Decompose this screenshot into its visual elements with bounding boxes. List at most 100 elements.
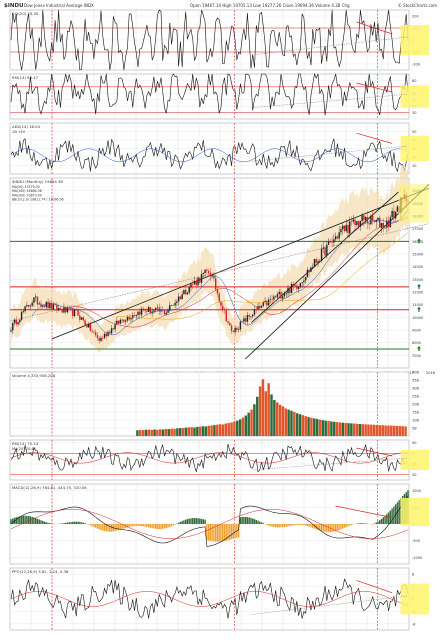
- volume-panel-volume-bar: [213, 425, 216, 436]
- price-panel-tick-label: 17000: [412, 227, 423, 231]
- macd-panel-histogram-bar: [20, 515, 23, 524]
- macd-panel-histogram-bar: [72, 521, 74, 524]
- price-panel-candle-body: [350, 221, 353, 223]
- volume-panel-volume-bar: [184, 427, 188, 436]
- price-panel-candle-body: [45, 301, 47, 308]
- volume-panel-volume-bar: [401, 426, 404, 436]
- volume-panel-volume-bar: [164, 428, 168, 436]
- volume-panel-tick-label: 5B: [412, 427, 417, 431]
- cci-panel-tick-label: 200: [412, 15, 419, 19]
- macd-panel-histogram-bar: [259, 521, 261, 524]
- macd-panel-histogram-bar: [91, 524, 93, 527]
- price-panel-candle-body: [387, 220, 390, 228]
- price-panel-candle-body: [396, 206, 399, 212]
- price-panel-tick-label: 14000: [412, 265, 423, 269]
- macd-panel-histogram-bar: [248, 517, 250, 524]
- price-panel-highlight-box: [398, 184, 429, 223]
- price-panel-candle-body: [202, 273, 205, 275]
- macd-panel-histogram-bar: [338, 524, 340, 531]
- volume-panel-volume-bar: [187, 427, 190, 436]
- price-panel-candle-body: [347, 224, 349, 234]
- price-panel-candle-body: [114, 324, 116, 330]
- volume-panel-volume-bar: [236, 420, 239, 436]
- price-panel-candle-body: [364, 216, 367, 221]
- price-panel-candle-body: [121, 319, 123, 321]
- price-panel-candle-body: [338, 232, 340, 239]
- price-panel-candle-body: [24, 306, 26, 312]
- price-panel-candle-body: [391, 210, 393, 218]
- price-panel-candle-body: [31, 302, 33, 306]
- macd-panel-histogram-bar: [232, 524, 235, 539]
- macd-panel-histogram-bar: [340, 524, 342, 530]
- macd-panel-histogram-bar: [12, 518, 14, 524]
- price-panel-tick-label: 11000: [412, 303, 423, 307]
- price-panel-candle-body: [73, 309, 76, 317]
- macd-panel-histogram-bar: [387, 512, 390, 524]
- price-panel-tick-label: 13000: [412, 278, 423, 282]
- adx-panel-divergence-line: [356, 132, 393, 144]
- price-panel-candle-body: [370, 215, 372, 225]
- macd-panel-histogram-bar: [276, 524, 279, 528]
- price-panel-candle-body: [345, 224, 347, 232]
- price-panel-candle-body: [244, 318, 247, 322]
- price-panel-candle-body: [105, 333, 107, 337]
- price-panel-tick-label: 10000: [412, 316, 423, 320]
- macd-panel-histogram-bar: [87, 524, 90, 525]
- volume-panel-volume-bar: [384, 425, 387, 436]
- macd-panel-histogram-bar: [200, 518, 203, 524]
- volume-panel-volume-bar: [350, 423, 353, 436]
- macd-panel-histogram-bar: [153, 524, 155, 529]
- macd-panel-histogram-bar: [331, 524, 333, 532]
- macd-panel-histogram-bar: [333, 524, 335, 532]
- price-panel-candle-body: [359, 220, 362, 227]
- price-panel-candle-body: [273, 296, 275, 300]
- volume-panel-volume-bar: [264, 391, 268, 436]
- price-panel-candle-body: [340, 229, 342, 233]
- price-panel-long-trendline: [9, 223, 430, 322]
- price-panel-candle-body: [135, 315, 137, 316]
- price-panel-title: $INDU (Monthly) 19694.36: [12, 179, 63, 184]
- price-panel-candle-body: [297, 286, 300, 289]
- price-panel-candle-body: [299, 283, 302, 287]
- price-panel-candle-body: [80, 317, 83, 320]
- adx-panel-title: ADX(14) 16.04: [12, 124, 41, 129]
- price-panel-candle-body: [289, 287, 291, 293]
- rsi-top-panel-highlight-box: [400, 85, 429, 108]
- volume-panel-volume-bar: [364, 424, 367, 436]
- price-panel-candle-body: [27, 305, 30, 307]
- price-panel-candle-body: [269, 299, 272, 300]
- macd-panel-histogram-bar: [117, 524, 120, 531]
- price-panel-candle-body: [22, 311, 25, 313]
- macd-panel-histogram-bar: [243, 516, 245, 524]
- macd-panel-histogram-bar: [384, 515, 386, 524]
- price-panel-candle-body: [324, 247, 326, 256]
- adx-panel-trendline: [251, 145, 407, 162]
- macd-panel-histogram-bar: [253, 519, 256, 524]
- price-panel-candle-body: [227, 321, 229, 323]
- ppo-panel-series-line: [10, 578, 409, 619]
- macd-panel-histogram-bar: [308, 524, 310, 527]
- adx-panel-legend: -DI +DI: [12, 130, 25, 134]
- price-panel-candle-body: [377, 217, 379, 221]
- macd-panel-histogram-bar: [172, 524, 175, 526]
- volume-panel-volume-bar: [216, 424, 219, 436]
- price-panel-candle-body: [260, 305, 263, 308]
- price-panel-candle-body: [192, 284, 194, 285]
- price-panel-candle-body: [361, 215, 363, 221]
- price-panel-candle-body: [220, 301, 222, 306]
- price-panel-candle-body: [303, 280, 305, 283]
- price-panel-candle-body: [384, 227, 386, 229]
- price-panel-candle-body: [225, 310, 227, 322]
- price-panel-candle-body: [163, 310, 166, 315]
- volume-panel-volume-bar: [392, 425, 396, 436]
- price-panel-candle-body: [133, 315, 136, 316]
- macd-panel-histogram-bar: [38, 519, 40, 524]
- price-panel-legend-entry: BB(20,2.0) 19811.74 / 17096.06: [12, 198, 64, 202]
- price-panel-candle-body: [154, 308, 157, 310]
- price-panel-candle-body: [139, 311, 141, 315]
- price-panel-candle-body: [146, 310, 148, 312]
- price-panel-candle-body: [36, 296, 39, 305]
- macd-panel-histogram-bar: [119, 524, 122, 530]
- macd-panel-histogram-bar: [135, 524, 137, 526]
- macd-panel-histogram-bar: [317, 524, 319, 530]
